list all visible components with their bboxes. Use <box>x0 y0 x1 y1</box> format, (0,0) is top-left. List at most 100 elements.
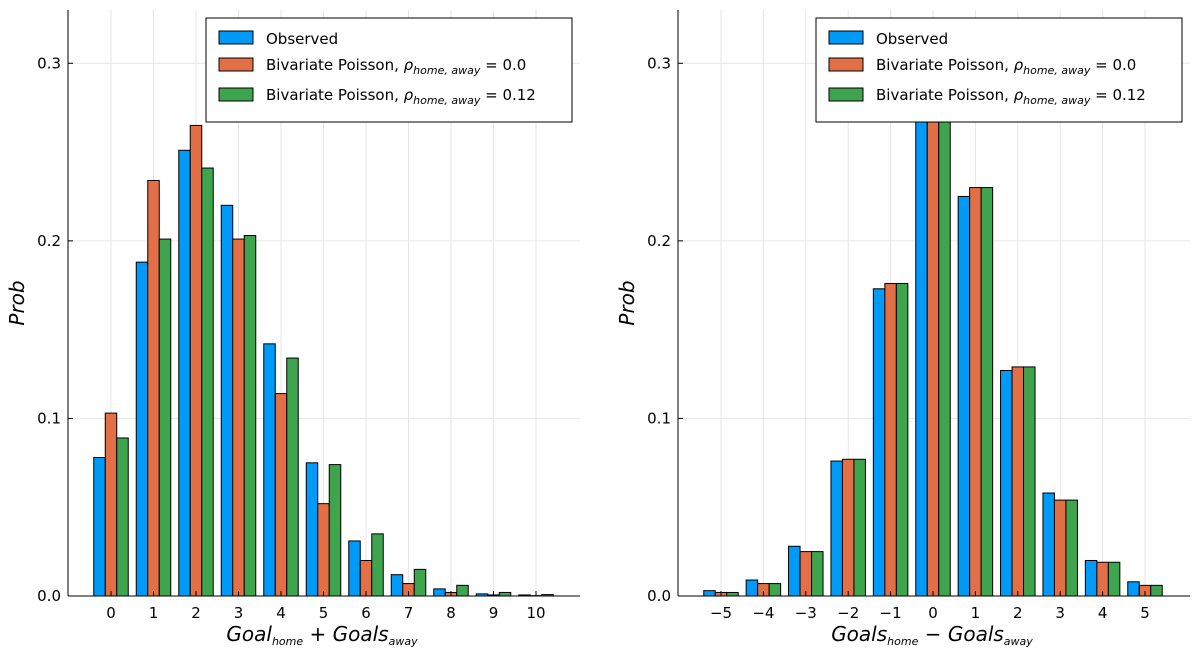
bar-observed <box>830 460 843 597</box>
bar-observed <box>1127 581 1140 597</box>
bar-observed <box>348 540 361 597</box>
x-tick-label: 4 <box>1098 604 1108 622</box>
bar-bp-rho-012 <box>811 551 824 597</box>
bar-bp-rho-0 <box>359 559 373 597</box>
y-tick-label: 0.2 <box>37 232 61 250</box>
bar-bp-rho-0 <box>189 124 203 597</box>
y-tick-label: 0.0 <box>37 587 61 605</box>
bar-bp-rho-012 <box>768 583 782 597</box>
left-legend-swatch-observed <box>218 30 254 45</box>
bar-bp-rho-0 <box>1011 366 1025 597</box>
x-tick-label: 5 <box>319 604 329 622</box>
x-tick-label: 7 <box>404 604 414 622</box>
x-tick-label: 0 <box>106 604 116 622</box>
y-tick-label: 0.0 <box>647 587 671 605</box>
left-y-axis-label: Prob <box>5 280 29 325</box>
x-tick-label: 10 <box>526 604 545 622</box>
left-legend-label-bp012: Bivariate Poisson, ρhome, away = 0.12 <box>266 86 536 107</box>
right-y-axis-label: Prob <box>615 280 639 325</box>
bar-bp-rho-012 <box>980 187 994 597</box>
x-tick-label: −2 <box>837 604 859 622</box>
bar-observed <box>703 590 716 597</box>
left-chart-panel: 0.0 0.1 0.2 0.3 0 1 2 3 4 5 6 7 8 9 10 Prob Goalhome +… <box>5 10 580 648</box>
x-tick-label: 3 <box>234 604 244 622</box>
x-tick-label: 8 <box>446 604 456 622</box>
bar-bp-rho-012 <box>328 464 342 597</box>
x-tick-label: 0 <box>928 604 938 622</box>
right-chart-panel: 0.0 0.1 0.2 0.3 −5 −4 −3 −2 −1 0 1 2 3 4 5 Prob Goalsh… <box>615 10 1190 648</box>
x-tick-label: 6 <box>361 604 371 622</box>
y-tick-label: 0.2 <box>647 232 671 250</box>
bar-bp-rho-0 <box>317 503 330 597</box>
bar-bp-rho-012 <box>938 107 951 597</box>
bar-bp-rho-012 <box>726 591 739 597</box>
bar-bp-rho-012 <box>1150 584 1163 597</box>
bar-bp-rho-012 <box>1065 499 1078 597</box>
right-legend-label-bp0: Bivariate Poisson, ρhome, away = 0.0 <box>876 56 1136 77</box>
right-legend-swatch-bp0 <box>828 57 864 72</box>
bar-observed <box>1042 492 1055 597</box>
x-tick-label: 9 <box>489 604 499 622</box>
left-legend-swatch-bp0 <box>218 57 254 72</box>
bar-observed <box>788 545 801 597</box>
right-legend-swatch-bp012 <box>828 87 864 102</box>
bar-observed <box>872 288 886 597</box>
bar-bp-rho-012 <box>201 167 214 597</box>
bar-bp-rho-012 <box>286 357 299 597</box>
left-legend-label-bp0: Bivariate Poisson, ρhome, away = 0.0 <box>266 56 526 77</box>
x-tick-label: −3 <box>795 604 817 622</box>
bar-bp-rho-0 <box>104 412 118 597</box>
left-bars <box>93 124 554 597</box>
right-legend-label-observed: Observed <box>876 30 948 48</box>
bar-observed <box>390 574 404 597</box>
bar-observed <box>957 195 971 597</box>
bar-observed <box>135 261 149 597</box>
bar-bp-rho-012 <box>413 568 427 597</box>
bar-bp-rho-0 <box>926 107 940 597</box>
bar-bp-rho-012 <box>456 584 469 597</box>
bar-observed <box>93 456 106 597</box>
left-legend-box <box>205 17 573 123</box>
bar-bp-rho-012 <box>243 235 257 597</box>
left-legend: Observed Bivariate Poisson, ρhome, away … <box>205 17 573 123</box>
left-legend-swatch-bp012 <box>218 87 254 102</box>
x-tick-label: 1 <box>149 604 159 622</box>
bar-bp-rho-012 <box>116 437 129 597</box>
bar-bp-rho-012 <box>853 458 866 597</box>
right-bars <box>703 98 1163 597</box>
bar-bp-rho-012 <box>371 533 384 597</box>
right-legend-label-bp012: Bivariate Poisson, ρhome, away = 0.12 <box>876 86 1146 107</box>
bar-bp-rho-0 <box>1053 499 1067 597</box>
left-legend-label-observed: Observed <box>266 30 338 48</box>
bar-observed <box>915 98 928 597</box>
y-tick-label: 0.1 <box>647 409 671 427</box>
x-tick-label: −4 <box>752 604 774 622</box>
left-x-axis-label: Goalhome + Goalsaway <box>226 622 418 648</box>
bar-observed <box>433 588 446 597</box>
x-tick-label: −5 <box>710 604 732 622</box>
x-tick-label: 4 <box>276 604 286 622</box>
x-tick-label: 5 <box>1140 604 1150 622</box>
bar-bp-rho-0 <box>884 282 897 597</box>
left-ticks: 0.0 0.1 0.2 0.3 0 1 2 3 4 5 6 7 8 9 10 <box>37 54 545 622</box>
y-tick-label: 0.1 <box>37 409 61 427</box>
bar-bp-rho-0 <box>274 393 288 597</box>
bar-bp-rho-012 <box>498 591 512 597</box>
bar-bp-rho-0 <box>147 179 160 597</box>
bar-bp-rho-012 <box>1107 561 1121 597</box>
y-tick-label: 0.3 <box>647 54 671 72</box>
right-ticks: 0.0 0.1 0.2 0.3 −5 −4 −3 −2 −1 0 1 2 3 4 5 <box>647 54 1150 622</box>
bar-bp-rho-0 <box>969 187 982 597</box>
x-tick-label: 1 <box>971 604 981 622</box>
bar-observed <box>1084 559 1098 597</box>
bar-bp-rho-012 <box>158 238 172 597</box>
bar-bp-rho-012 <box>1023 366 1036 597</box>
y-tick-label: 0.3 <box>37 54 61 72</box>
x-tick-label: 2 <box>1013 604 1023 622</box>
right-x-axis-label: Goalshome − Goalsaway <box>831 622 1033 648</box>
bar-bp-rho-0 <box>1096 561 1109 597</box>
bar-bp-rho-0 <box>841 458 855 597</box>
right-legend-box <box>815 17 1183 123</box>
bar-observed <box>305 462 319 597</box>
